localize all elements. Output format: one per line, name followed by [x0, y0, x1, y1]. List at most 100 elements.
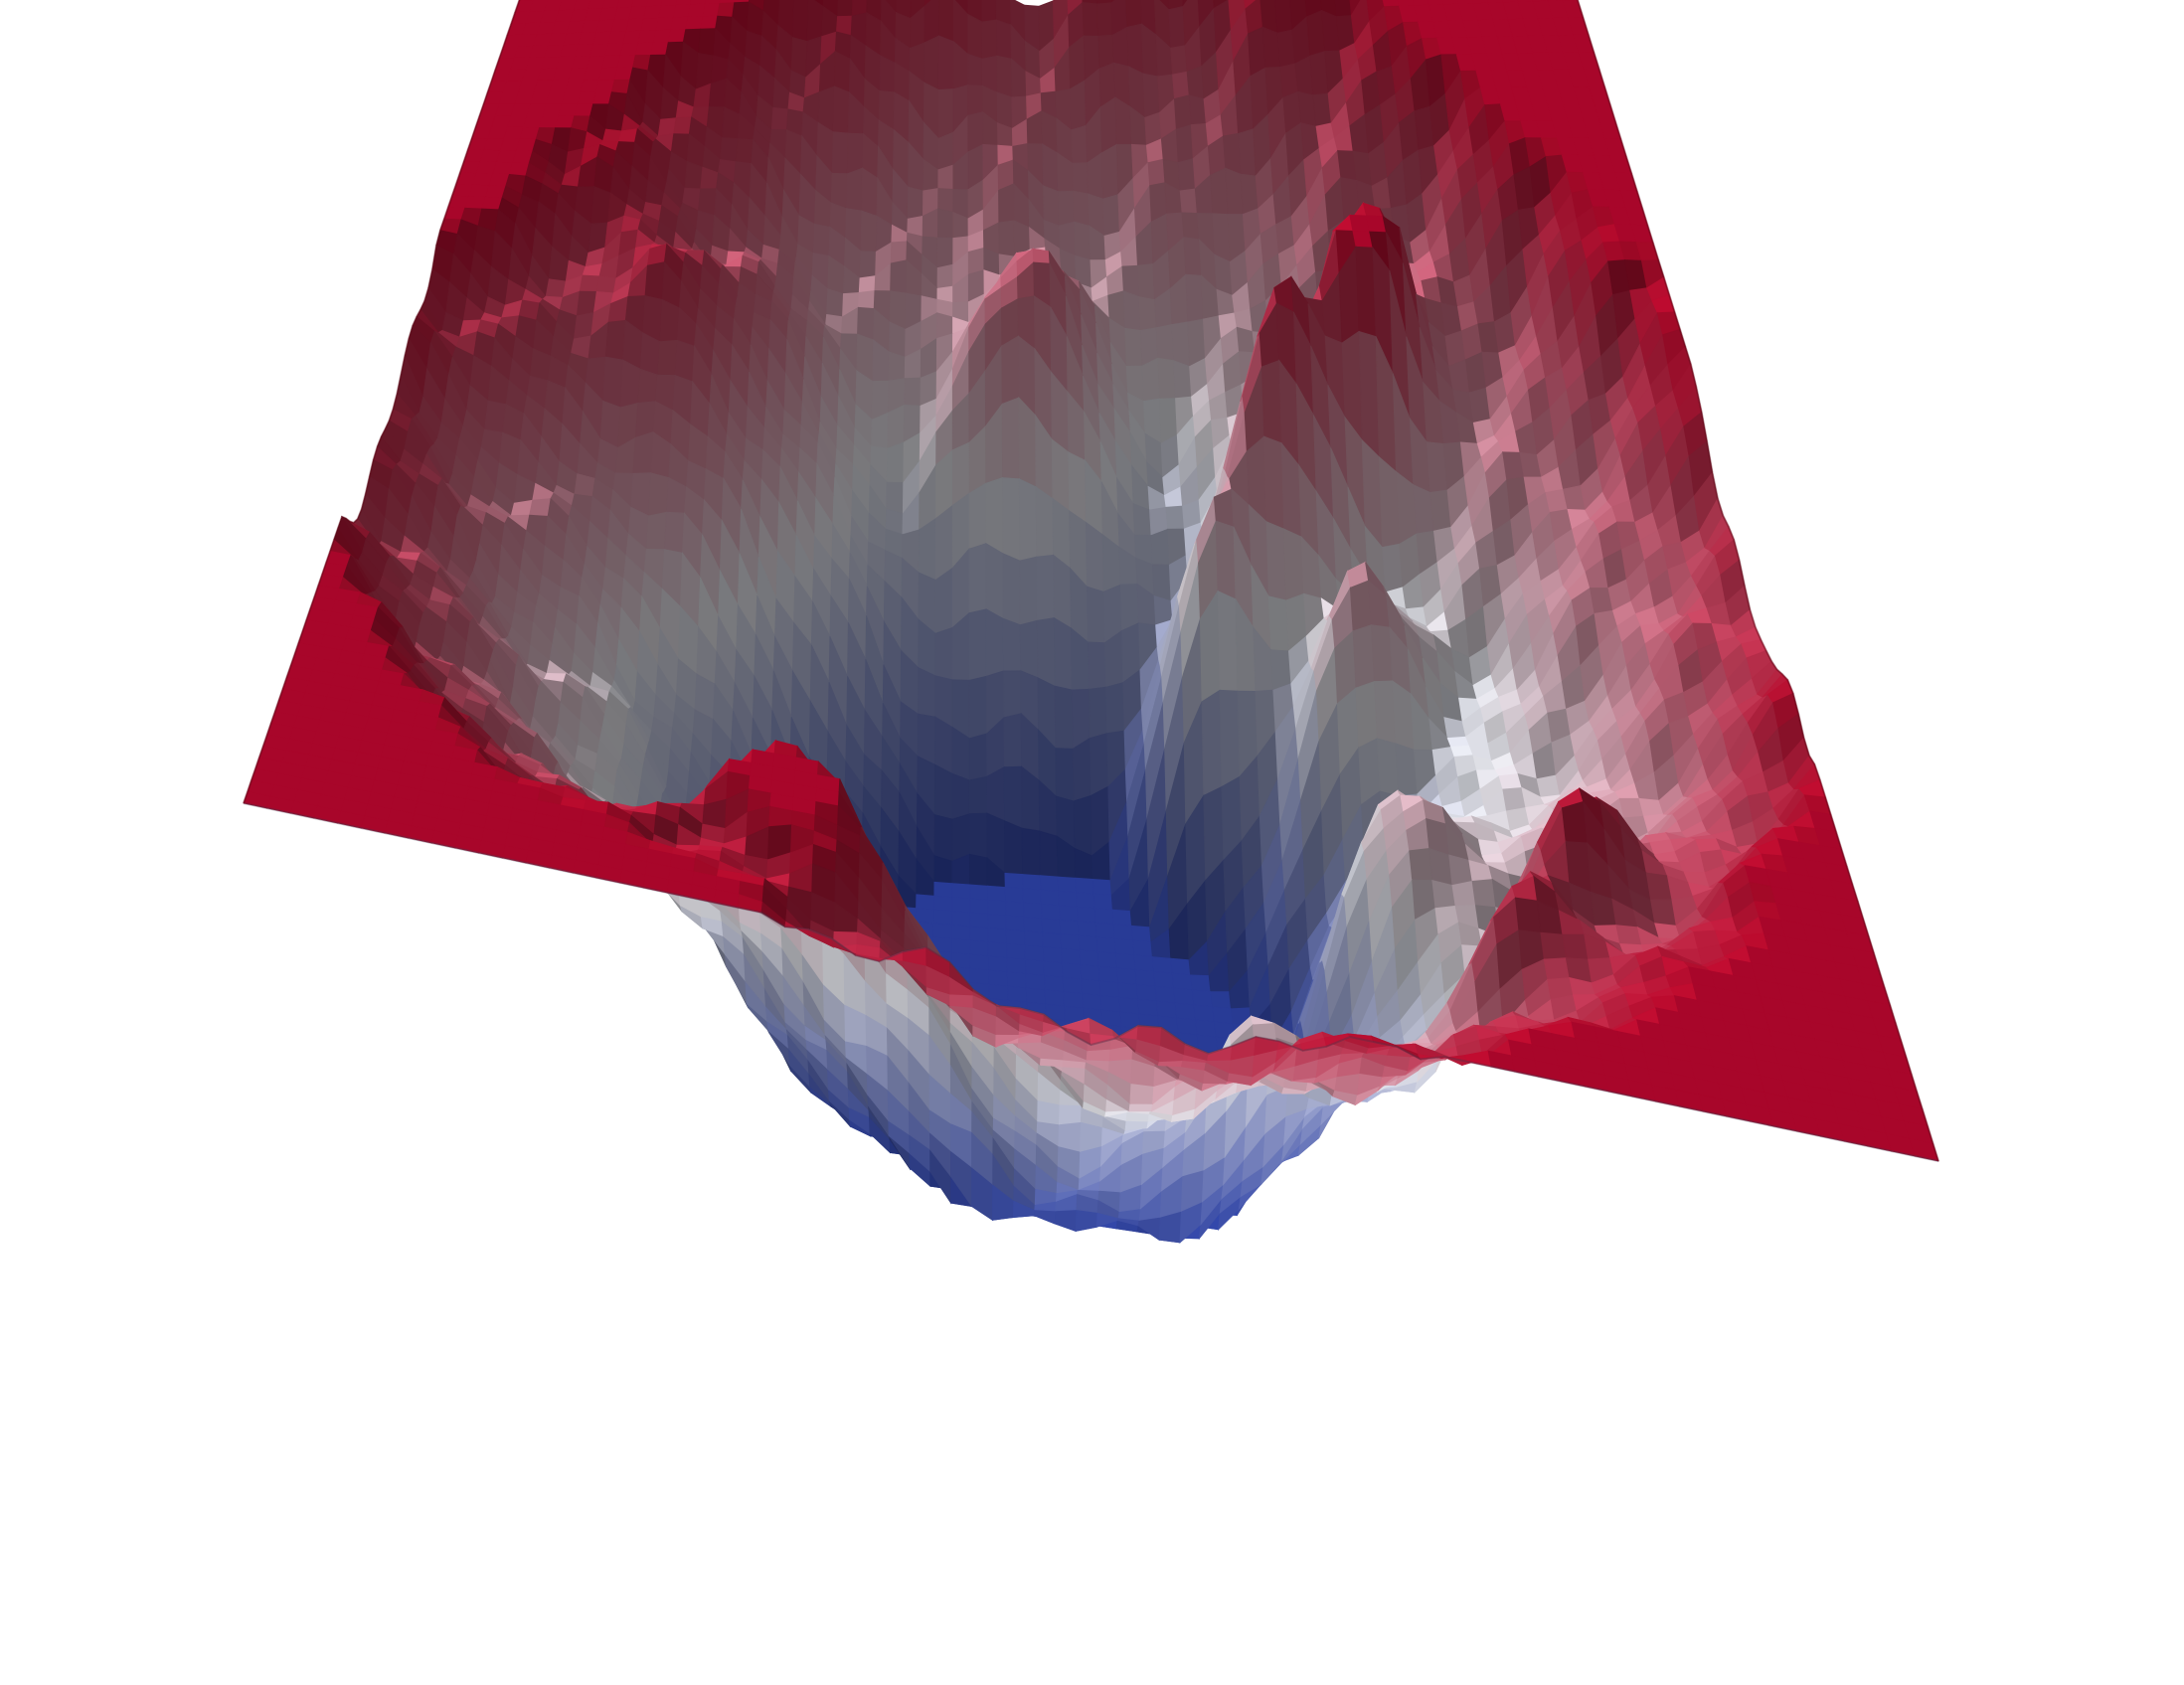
surface-face	[1022, 888, 1042, 905]
surface-face	[1042, 931, 1063, 949]
surface-face	[1115, 952, 1136, 971]
surface-face	[1177, 157, 1196, 192]
surface-face	[1058, 190, 1075, 227]
surface-face	[915, 908, 935, 925]
surface-face	[1195, 1019, 1217, 1038]
surface-face	[1168, 5, 1186, 49]
surface-face	[1451, 880, 1476, 907]
surface-face	[1001, 335, 1020, 405]
surface-face	[573, 311, 594, 340]
surface-face	[986, 885, 1007, 903]
surface-face	[700, 15, 719, 30]
surface-face	[529, 498, 552, 517]
surface-face	[720, 137, 739, 163]
surface-face	[937, 88, 954, 139]
surface-face	[1142, 73, 1160, 118]
surface-face	[1126, 23, 1144, 75]
surface-face	[981, 0, 997, 23]
surface-face	[924, 35, 939, 91]
surface-face	[1173, 360, 1192, 400]
surface-face	[1024, 930, 1044, 948]
surface-face	[1355, 680, 1378, 749]
surface-face	[1001, 397, 1020, 480]
surface-face	[1044, 989, 1065, 1007]
surface-face	[832, 85, 850, 134]
surface-face	[968, 733, 988, 781]
surface-face	[644, 261, 665, 300]
surface-face	[1172, 71, 1190, 100]
surface-face	[933, 814, 953, 862]
surface-face	[1064, 1005, 1085, 1024]
surface-face	[1086, 1048, 1111, 1062]
surface-face	[1023, 916, 1044, 933]
surface-face	[996, 91, 1013, 129]
surface-face	[1018, 478, 1038, 562]
surface-face	[924, 0, 940, 44]
surface-face	[887, 404, 906, 449]
surface-face	[1562, 933, 1589, 960]
surface-face	[648, 472, 670, 517]
surface-face	[988, 983, 1009, 1001]
surface-face	[1136, 263, 1155, 300]
surface-face	[1112, 924, 1134, 941]
surface-face	[674, 339, 695, 383]
surface-face	[987, 955, 1008, 973]
surface-face	[634, 42, 654, 57]
surface-face	[969, 953, 990, 971]
surface-face	[1036, 617, 1056, 687]
surface-face	[1039, 875, 1060, 892]
surface-face	[1236, 326, 1256, 354]
surface-face	[846, 132, 864, 175]
surface-face	[1054, 685, 1074, 750]
surface-face	[1240, 173, 1260, 216]
surface-face	[1136, 984, 1157, 1002]
surface-face	[1040, 889, 1060, 907]
surface-face	[574, 473, 596, 498]
surface-face	[969, 898, 989, 915]
surface-face	[1101, 143, 1119, 200]
surface-face	[1036, 554, 1055, 621]
surface-face	[1175, 123, 1194, 164]
surface-face	[1238, 128, 1257, 177]
surface-face	[1005, 928, 1026, 946]
surface-face	[857, 290, 876, 309]
surface-face	[1077, 921, 1097, 938]
surface-face	[1118, 996, 1140, 1015]
surface-face	[1075, 877, 1094, 895]
surface-face	[1561, 800, 1588, 844]
surface-face	[1151, 956, 1173, 974]
surface-face	[702, 2, 721, 18]
surface-face	[904, 377, 922, 407]
surface-face	[886, 441, 905, 483]
surface-face	[1173, 94, 1192, 130]
surface-face	[826, 288, 844, 318]
surface-face	[1019, 619, 1039, 679]
surface-face	[1095, 936, 1117, 954]
surface-face	[1133, 954, 1155, 972]
surface-face	[917, 666, 936, 718]
surface-face	[1283, 528, 1305, 601]
surface-face	[604, 319, 626, 361]
surface-face	[673, 116, 693, 135]
surface-face	[645, 511, 667, 551]
surface-face	[969, 939, 989, 957]
surface-face	[932, 923, 952, 939]
surface-face	[1089, 733, 1109, 797]
surface-face	[1210, 167, 1229, 215]
surface-face	[1100, 1009, 1122, 1028]
surface-face	[934, 567, 953, 634]
surface-face	[1076, 892, 1095, 910]
surface-face	[1179, 188, 1198, 214]
surface-face	[1116, 967, 1137, 985]
surface-face	[860, 210, 878, 253]
surface-face	[1080, 964, 1100, 982]
surface-face	[1061, 947, 1082, 966]
surface-face	[1076, 906, 1096, 924]
surface-face	[1157, 357, 1176, 400]
surface-face	[1409, 848, 1433, 881]
surface-face	[1059, 919, 1080, 936]
surface-face	[1005, 901, 1025, 918]
surface-face	[1060, 933, 1081, 951]
surface-face	[1032, 248, 1051, 264]
surface-face	[987, 914, 1007, 930]
